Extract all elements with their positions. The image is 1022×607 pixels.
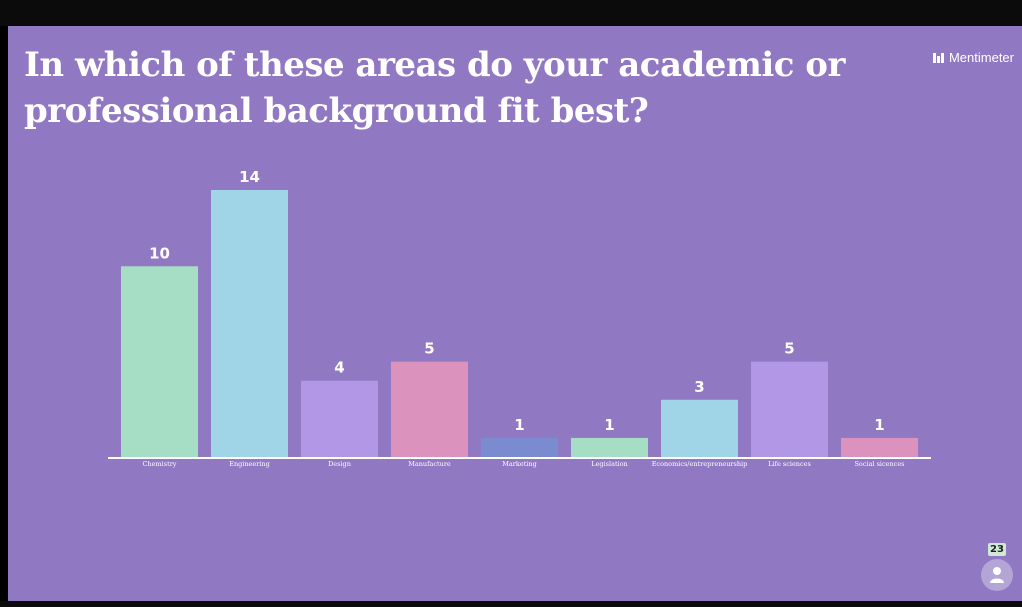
mentimeter-brand: Mentimeter [932,50,1014,65]
value-label: 3 [694,378,704,396]
bar-legislation [571,437,648,457]
bar-marketing [481,437,558,457]
value-label: 10 [149,244,170,262]
value-label: 5 [424,340,434,358]
category-label: Engineering [229,460,270,468]
value-label: 1 [874,416,884,434]
bar-engineering [211,190,288,457]
bar-social-sicences [841,437,918,457]
value-label: 1 [514,416,524,434]
category-label: Manufacture [408,460,451,468]
participant-avatar[interactable] [981,559,1013,591]
value-label: 5 [784,340,794,358]
participant-count-badge: 23 [988,543,1006,556]
bar-design [301,380,378,457]
bar-chemistry [121,266,198,457]
value-label: 1 [604,416,614,434]
bar-chart: 10 Chemistry 14 Engineering 4 Design 5 Manufact… [108,168,931,468]
question-title: In which of these areas do your academic… [24,45,845,131]
person-icon [990,567,1004,583]
bar-manufacture [391,361,468,457]
bar-life-sciences [751,361,828,457]
category-label: Design [328,460,351,468]
category-label: Economics/entrepreneurship [652,460,748,468]
brand-name: Mentimeter [948,50,1014,65]
presentation-slide: In which of these areas do your academic… [8,26,1022,601]
mentimeter-logo-icon [932,52,944,63]
category-label: Legislation [591,460,627,468]
category-label: Chemistry [143,460,177,468]
bottom-letterbox-bar [0,601,1022,607]
category-label: Social sicences [854,460,904,468]
category-label: Marketing [502,460,536,468]
value-label: 4 [334,359,344,377]
participants-indicator[interactable]: 23 [980,543,1014,593]
category-label: Life sciences [768,460,811,468]
bar-economics-entrepreneurship [661,399,738,457]
top-letterbox-bar [0,0,1022,26]
value-label: 14 [239,168,260,186]
